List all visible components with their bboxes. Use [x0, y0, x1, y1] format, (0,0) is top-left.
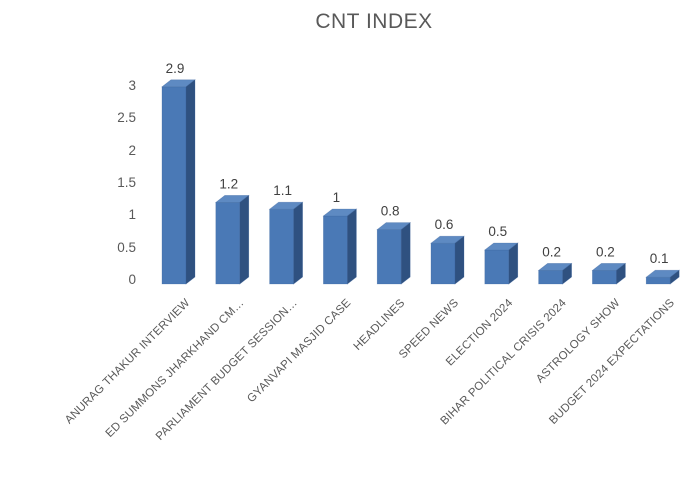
- bar-10: [645, 269, 681, 285]
- bar-front-face: [592, 270, 617, 285]
- bar-side-face: [185, 79, 196, 285]
- bar-side-face: [239, 194, 250, 285]
- y-axis-tick-label: 1.5: [117, 174, 136, 190]
- bar-front-face: [430, 242, 456, 285]
- bar-side-face: [508, 242, 519, 285]
- bar-1: [161, 79, 196, 285]
- y-axis-tick-label: 2: [128, 142, 136, 158]
- y-axis-tick-label: 1: [128, 207, 136, 223]
- bar-6: [430, 235, 465, 285]
- bar-7: [483, 242, 519, 285]
- bar-front-face: [538, 270, 563, 285]
- y-axis-tick-label: 3: [128, 78, 136, 93]
- bar-value-label: 0.2: [596, 244, 615, 259]
- bar-value-label: 0.8: [381, 204, 400, 219]
- bar-5: [376, 221, 412, 285]
- bar-2: [214, 194, 250, 285]
- bar-side-face: [293, 201, 303, 285]
- bar-4: [322, 208, 358, 285]
- bar-value-label: 0.2: [542, 244, 561, 259]
- bar-front-face: [215, 202, 241, 285]
- bar-8: [537, 262, 573, 285]
- bar-side-face: [400, 221, 411, 285]
- bar-value-label: 0.1: [650, 251, 669, 266]
- bar-value-label: 1.2: [219, 176, 238, 191]
- y-axis-tick-label: 0: [128, 271, 136, 287]
- bar-value-label: 1.1: [273, 183, 292, 198]
- bar-9: [591, 262, 627, 285]
- bar-3: [268, 201, 304, 285]
- bar-value-label: 2.9: [166, 61, 185, 76]
- bar-value-label: 0.5: [488, 224, 507, 239]
- bar-side-face: [454, 235, 465, 285]
- y-axis-tick-label: 2.5: [117, 110, 136, 126]
- bar-front-face: [323, 215, 348, 285]
- bar-side-face: [347, 208, 357, 285]
- bar-front-face: [376, 229, 402, 285]
- bar-front-face: [484, 249, 510, 285]
- y-axis-tick-label: 0.5: [117, 239, 136, 255]
- bar-side-face: [616, 262, 626, 285]
- bar-value-label: 1: [333, 190, 341, 205]
- bar-value-label: 0.6: [435, 217, 454, 232]
- bar-front-face: [269, 208, 294, 285]
- bar-front-face: [161, 86, 187, 285]
- chart-title: CNT INDEX: [315, 10, 433, 33]
- bar-side-face: [669, 269, 680, 285]
- bar-side-face: [562, 262, 572, 285]
- bar-front-face: [645, 276, 671, 285]
